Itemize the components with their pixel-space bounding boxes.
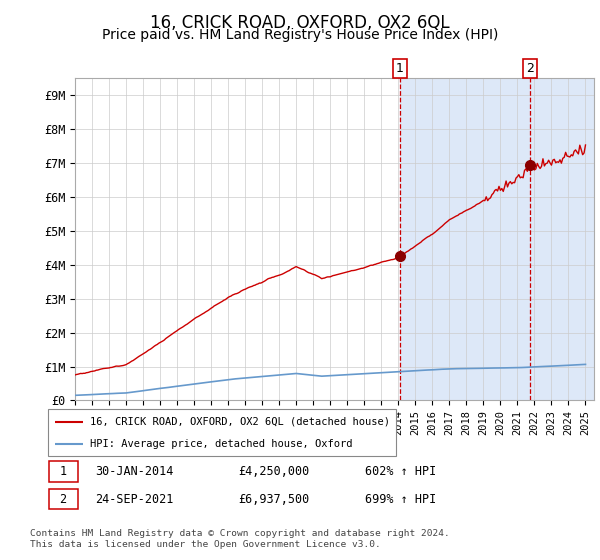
Text: HPI: Average price, detached house, Oxford: HPI: Average price, detached house, Oxfo… xyxy=(90,438,352,449)
Bar xyxy=(400,78,594,400)
FancyBboxPatch shape xyxy=(49,461,77,482)
Text: 2: 2 xyxy=(526,62,534,75)
Text: £6,937,500: £6,937,500 xyxy=(238,493,310,506)
Text: 24-SEP-2021: 24-SEP-2021 xyxy=(95,493,174,506)
Text: 699% ↑ HPI: 699% ↑ HPI xyxy=(365,493,436,506)
Text: 1: 1 xyxy=(59,465,67,478)
Text: 30-JAN-2014: 30-JAN-2014 xyxy=(95,465,174,478)
FancyBboxPatch shape xyxy=(48,409,396,456)
Text: Price paid vs. HM Land Registry's House Price Index (HPI): Price paid vs. HM Land Registry's House … xyxy=(102,28,498,42)
Text: 16, CRICK ROAD, OXFORD, OX2 6QL: 16, CRICK ROAD, OXFORD, OX2 6QL xyxy=(150,14,450,32)
FancyBboxPatch shape xyxy=(49,489,77,509)
Text: 1: 1 xyxy=(396,62,404,75)
Text: 16, CRICK ROAD, OXFORD, OX2 6QL (detached house): 16, CRICK ROAD, OXFORD, OX2 6QL (detache… xyxy=(90,417,390,427)
Text: £4,250,000: £4,250,000 xyxy=(238,465,310,478)
Text: 2: 2 xyxy=(59,493,67,506)
Text: 602% ↑ HPI: 602% ↑ HPI xyxy=(365,465,436,478)
Text: Contains HM Land Registry data © Crown copyright and database right 2024.
This d: Contains HM Land Registry data © Crown c… xyxy=(30,529,450,549)
